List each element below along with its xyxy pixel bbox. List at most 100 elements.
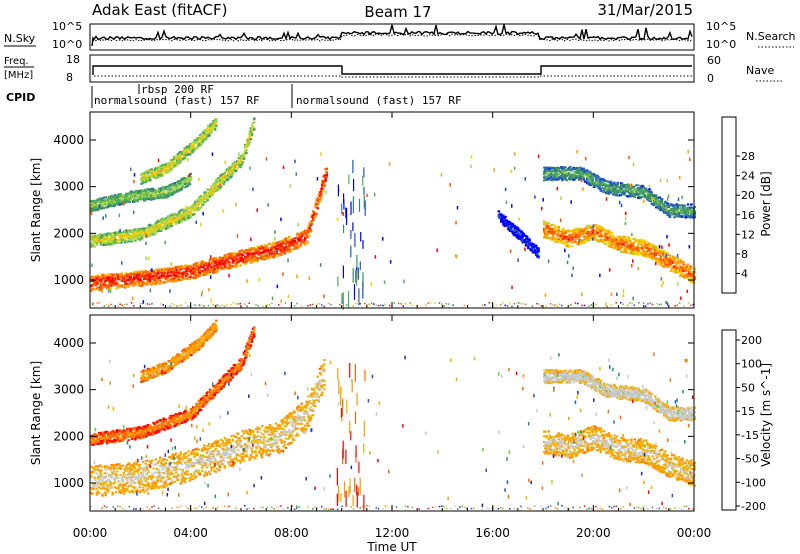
data-cell-band-a <box>256 260 259 262</box>
data-cell-band-a <box>172 266 176 269</box>
data-cell-band-f <box>583 169 587 172</box>
data-cell-band-b <box>220 185 223 188</box>
data-cell-band-c <box>185 148 188 151</box>
data-cell-band-d <box>157 190 161 193</box>
data-cell-band-d <box>189 172 193 175</box>
data-cell-band-e <box>617 238 621 241</box>
data-cell-band-c <box>176 154 179 157</box>
data-cell-band-d <box>151 187 154 190</box>
data-cell-band-a <box>213 269 216 272</box>
data-cell-band-b <box>189 215 193 218</box>
data-cell-band-b <box>128 240 131 243</box>
data-cell-band-b <box>186 210 189 213</box>
data-cell-band-d <box>126 198 129 201</box>
data-cell-band-a <box>139 283 143 286</box>
data-cell-band-a <box>304 243 307 246</box>
data-cell-band-b <box>96 234 100 237</box>
data-cell-band-a <box>190 276 194 279</box>
data-cell-band-e <box>688 272 691 275</box>
data-cell-band-f <box>582 167 585 170</box>
data-cell-band-c <box>200 136 203 139</box>
data-cell-band-f <box>550 179 554 182</box>
data-cell-band-a <box>225 261 229 264</box>
data-cell-band-a <box>138 271 142 274</box>
data-cell-band-a <box>227 260 230 263</box>
data-cell-band-d <box>119 193 122 195</box>
data-cell-band-d <box>117 197 120 200</box>
freq-tick-bottom: 8 <box>66 71 73 84</box>
data-cell-band-e <box>658 260 661 263</box>
data-cell-band-e <box>612 234 615 237</box>
data-cell-band-b <box>197 208 200 211</box>
data-cell-band-a <box>139 279 143 282</box>
data-cell-band-e <box>663 250 666 253</box>
data-cell-band-a <box>214 270 217 272</box>
data-cell-band-c <box>172 160 175 163</box>
data-cell-band-e <box>646 245 649 248</box>
data-cell-band-d <box>187 175 190 177</box>
data-cell-band-b <box>122 236 126 238</box>
data-cell-band-d <box>94 202 97 205</box>
data-cell-band-a <box>159 275 162 278</box>
data-cell-band-b <box>207 196 211 199</box>
data-cell-band-a <box>174 266 178 268</box>
data-cell-band-a <box>152 271 155 274</box>
data-cell-band-a <box>195 268 198 271</box>
data-cell-band-e <box>607 233 610 236</box>
data-cell-band-f <box>595 177 598 180</box>
data-cell-band-f <box>555 170 558 173</box>
data-cell-band-a <box>171 269 174 272</box>
data-cell-band-a <box>162 274 165 277</box>
data-cell-band-b <box>230 175 233 178</box>
data-cell-band-b <box>230 173 233 176</box>
data-cell-band-a <box>253 253 256 256</box>
data-cell-band-e <box>554 228 557 231</box>
data-cell-band-e <box>640 242 643 245</box>
data-cell-band-e <box>623 241 626 244</box>
data-cell-band-b <box>136 233 139 235</box>
data-cell-band-d <box>173 190 177 193</box>
data-cell-band-a <box>307 226 310 229</box>
data-cell-band-a <box>307 229 310 232</box>
data-cell-band-d <box>100 207 103 210</box>
data-cell-band-a <box>323 182 326 185</box>
data-cell-band-b <box>188 212 191 215</box>
data-cell-band-a <box>136 272 139 275</box>
data-cell-band-a <box>204 262 207 265</box>
data-cell-band-a <box>137 282 140 285</box>
data-cell-band-f <box>609 180 613 183</box>
data-cell-band-e <box>595 230 598 233</box>
data-cell-band-e <box>637 246 640 249</box>
data-cell-band-a <box>117 286 120 289</box>
data-cell-band-e <box>604 228 607 231</box>
data-cell-band-e <box>612 242 615 245</box>
data-cell-band-e <box>669 269 673 272</box>
data-cell-band-f <box>582 176 585 179</box>
data-cell-band-b <box>185 218 188 221</box>
data-cell-band-a <box>249 249 253 252</box>
data-cell-band-a <box>244 263 247 266</box>
data-cell-band-a <box>130 277 134 280</box>
data-cell-band-a <box>148 275 152 278</box>
data-cell-band-a <box>221 259 224 261</box>
data-cell-band-b <box>235 168 238 171</box>
data-cell-band-d <box>122 197 126 200</box>
data-cell-band-d <box>189 178 193 181</box>
data-cell-band-a <box>194 266 197 269</box>
data-cell-band-d <box>92 206 95 209</box>
data-cell-band-f <box>546 175 549 178</box>
data-cell-band-b <box>205 200 208 203</box>
data-cell-band-e <box>555 237 558 240</box>
data-cell-band-a <box>306 236 309 239</box>
data-cell-band-b <box>196 204 199 207</box>
data-cell-band-e <box>650 252 653 255</box>
data-cell-band-f <box>560 174 563 177</box>
data-cell-band-a <box>285 249 289 252</box>
data-cell-band-a <box>271 244 274 247</box>
data-cell-band-a <box>292 244 296 247</box>
data-cell-band-b <box>153 226 156 229</box>
data-cell-band-d <box>104 196 108 199</box>
data-cell-band-b <box>219 179 222 182</box>
data-cell-band-a <box>104 278 108 281</box>
data-cell-band-b <box>207 188 211 191</box>
